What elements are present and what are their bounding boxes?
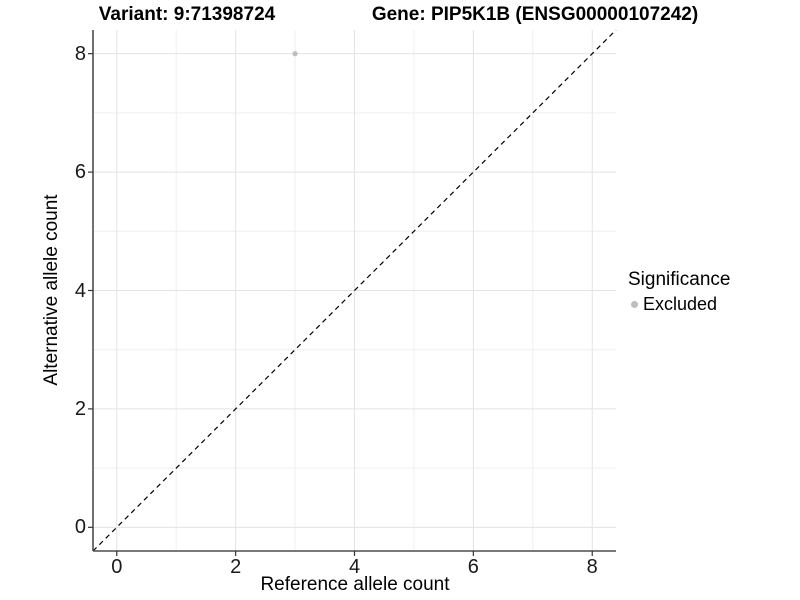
y-tick-label: 4 bbox=[74, 279, 86, 302]
legend-item-label: Excluded bbox=[643, 294, 718, 314]
legend-item-excluded: Excluded bbox=[628, 294, 730, 315]
x-tick-label: 0 bbox=[111, 556, 123, 578]
legend-title: Significance bbox=[628, 269, 731, 290]
x-tick-label: 6 bbox=[467, 556, 479, 578]
data-point bbox=[292, 51, 298, 57]
identity-line bbox=[92, 29, 617, 552]
x-tick-label: 8 bbox=[586, 556, 598, 578]
x-tick-label: 2 bbox=[230, 556, 242, 578]
y-tick-label: 0 bbox=[74, 516, 86, 539]
x-tick-label: 4 bbox=[348, 556, 361, 578]
legend: Significance Excluded bbox=[628, 269, 730, 315]
variant-title: Variant: 9:71398724 bbox=[98, 4, 276, 25]
y-axis-title: Alternative allele count bbox=[41, 194, 62, 386]
excluded-point-icon bbox=[631, 301, 638, 308]
gene-title: Gene: PIP5K1B (ENSG00000107242) bbox=[371, 4, 699, 25]
x-axis-title: Reference allele count bbox=[260, 574, 450, 595]
y-tick-label: 8 bbox=[74, 42, 86, 65]
y-tick-label: 2 bbox=[74, 397, 86, 420]
y-tick-label: 6 bbox=[74, 161, 86, 184]
